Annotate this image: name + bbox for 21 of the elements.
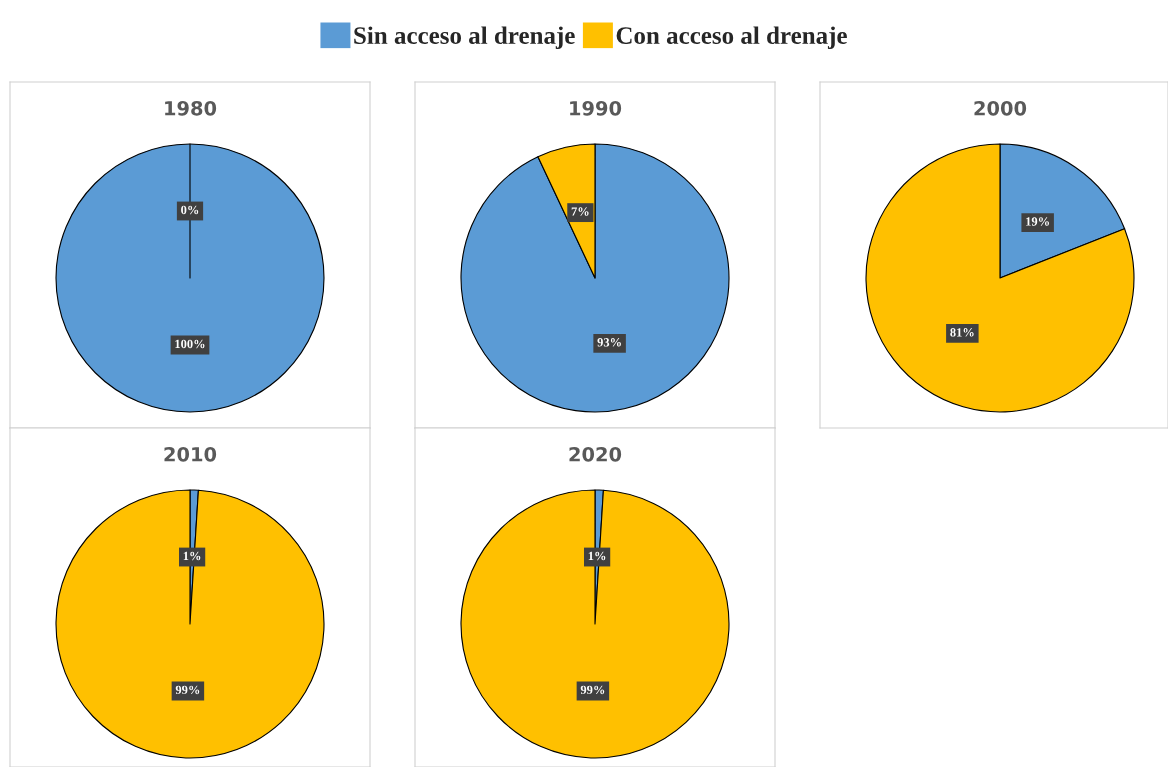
pie-slice xyxy=(460,489,730,759)
legend-label: Con acceso al drenaje xyxy=(616,26,847,50)
chart-title: 2010 xyxy=(164,446,217,462)
data-label: 1% xyxy=(588,551,606,561)
data-label: 19% xyxy=(1026,217,1049,226)
pie-slice xyxy=(865,143,1135,413)
pie-slice xyxy=(460,143,730,413)
data-label: 99% xyxy=(580,685,605,695)
data-label: 1% xyxy=(183,551,201,561)
chart-title: 2000 xyxy=(974,100,1027,116)
data-label: 100% xyxy=(175,339,205,349)
data-label: 81% xyxy=(950,328,974,337)
legend-label: Sin acceso al drenaje xyxy=(354,26,575,50)
chart-title: 1990 xyxy=(570,100,622,116)
chart-title: 2020 xyxy=(569,446,622,462)
data-label: 93% xyxy=(597,338,621,347)
text: 1980 xyxy=(165,100,217,116)
data-label: 7% xyxy=(571,207,589,216)
pie-slice xyxy=(55,489,325,759)
data-label: 99% xyxy=(175,685,200,695)
text: 0% xyxy=(181,205,199,215)
